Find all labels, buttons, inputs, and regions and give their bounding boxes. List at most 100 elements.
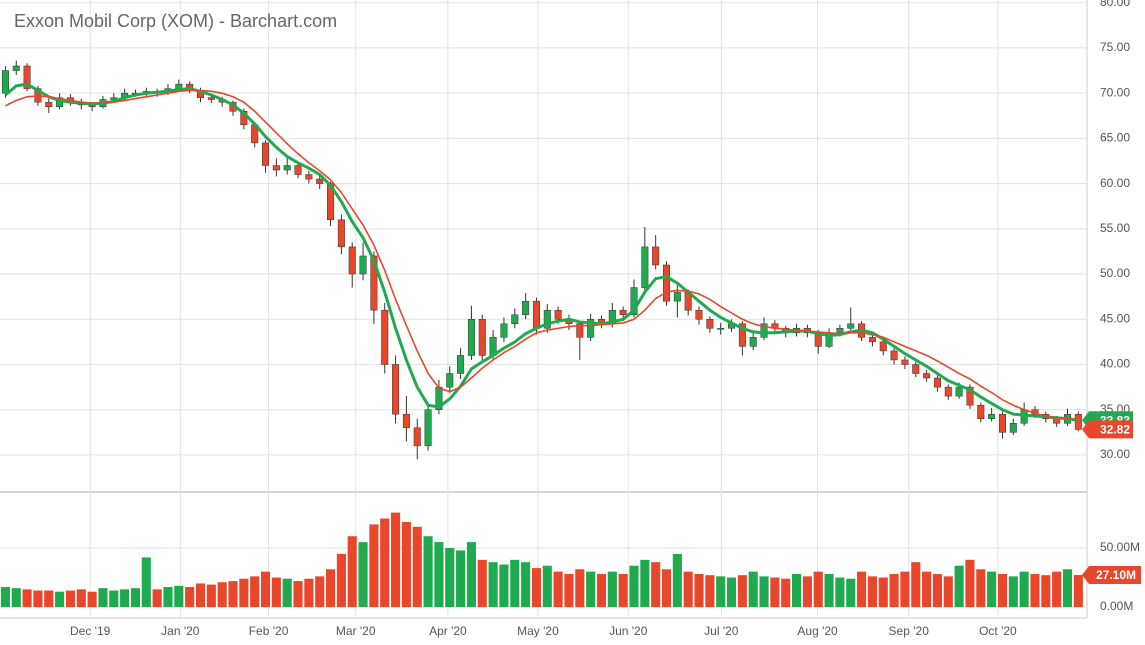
candle-body (695, 309, 703, 320)
volume-bar (705, 575, 715, 608)
volume-bar (423, 536, 433, 608)
volume-bar (282, 578, 292, 608)
volume-tick-label: 50.00M (1100, 540, 1140, 554)
candle-body (413, 427, 421, 447)
volume-bar (564, 573, 574, 608)
candle-body (294, 165, 302, 175)
candle-body (207, 97, 215, 100)
volume-bar (293, 581, 303, 608)
volume-bar (889, 573, 899, 608)
volume-bar (0, 586, 10, 608)
candle-body (955, 386, 963, 397)
x-tick-label: Aug '20 (797, 624, 838, 638)
volume-bar (629, 565, 639, 608)
volume-bar (412, 526, 422, 608)
candle-body (424, 409, 432, 447)
chart-title: Exxon Mobil Corp (XOM) - Barchart.com (14, 11, 337, 31)
volume-bar (87, 591, 97, 608)
x-tick-label: Mar '20 (336, 624, 376, 638)
volume-bar (835, 577, 845, 608)
volume-bar (759, 576, 769, 608)
candle-body (998, 413, 1006, 433)
volume-bar (737, 575, 747, 608)
x-tick-label: Sep '20 (889, 624, 930, 638)
volume-bar (510, 559, 520, 608)
volume-bar (531, 568, 542, 608)
volume-bar (596, 573, 607, 608)
volume-bar (640, 559, 650, 608)
y-tick-label: 55.00 (1100, 221, 1130, 235)
candle-body (370, 255, 378, 311)
candle-body (402, 413, 410, 429)
volume-bar (358, 542, 368, 608)
candle-body (1074, 413, 1082, 430)
volume-bar (55, 591, 65, 608)
volume-bar (770, 577, 780, 608)
candle-body (901, 359, 909, 365)
candle-body (717, 328, 725, 330)
volume-bar (271, 577, 281, 608)
candle-body (554, 309, 562, 320)
volume-bar (651, 562, 661, 608)
volume-bar (304, 578, 314, 608)
volume-bar (607, 571, 617, 608)
candle-body (457, 355, 465, 374)
candle-body (879, 341, 887, 352)
candle-body (110, 97, 118, 100)
volume-bar (315, 576, 325, 608)
price-tag-label: 32.82 (1100, 423, 1130, 437)
volume-bar (846, 578, 856, 608)
x-tick-label: Feb '20 (249, 624, 289, 638)
candle-body (673, 291, 681, 302)
candle-body (337, 219, 345, 248)
candle-body (706, 319, 714, 329)
volume-bar (726, 577, 737, 608)
candle-body (944, 386, 952, 397)
candle-body (847, 323, 855, 329)
volume-bar (922, 571, 932, 608)
candle-body (1, 70, 9, 94)
volume-bar (195, 583, 206, 608)
moving-average (4, 82, 1079, 422)
candle-body (749, 337, 757, 347)
x-tick-label: Jun '20 (609, 624, 648, 638)
volume-bar (672, 553, 682, 608)
y-tick-label: 60.00 (1100, 176, 1130, 190)
volume-bar (185, 586, 195, 608)
volume-bar (206, 584, 216, 608)
volume-bar (867, 576, 877, 608)
candle-body (23, 65, 31, 89)
volume-bar (965, 559, 975, 608)
volume-bar (824, 573, 834, 608)
volume-bar (22, 589, 32, 608)
volume-bar (813, 571, 823, 608)
volume-bar (109, 590, 119, 608)
x-tick-label: Jul '20 (704, 624, 739, 638)
volume-bar (976, 569, 986, 608)
volume-bar (336, 553, 346, 608)
volume-bar (802, 576, 812, 608)
volume-tick-label: 0.00M (1100, 599, 1133, 613)
volume-bar (434, 542, 444, 608)
y-tick-label: 50.00 (1100, 266, 1130, 280)
candle-body (522, 300, 530, 315)
candle-body (359, 255, 367, 275)
x-tick-label: May '20 (517, 624, 559, 638)
volume-bar (33, 590, 43, 608)
volume-bar (1008, 576, 1018, 608)
volume-bar (445, 548, 455, 608)
y-tick-label: 65.00 (1100, 131, 1130, 145)
candle-body (630, 287, 638, 315)
candle-body (446, 373, 454, 388)
candle-body (511, 314, 519, 325)
volume-bar (748, 571, 758, 608)
volume-bar (943, 576, 953, 608)
y-tick-label: 80.00 (1100, 0, 1130, 9)
volume-bar (586, 571, 596, 608)
candle-body (587, 319, 595, 338)
volume-bar (694, 573, 704, 608)
volume-bar (130, 588, 141, 608)
volume-bar (1062, 569, 1073, 608)
